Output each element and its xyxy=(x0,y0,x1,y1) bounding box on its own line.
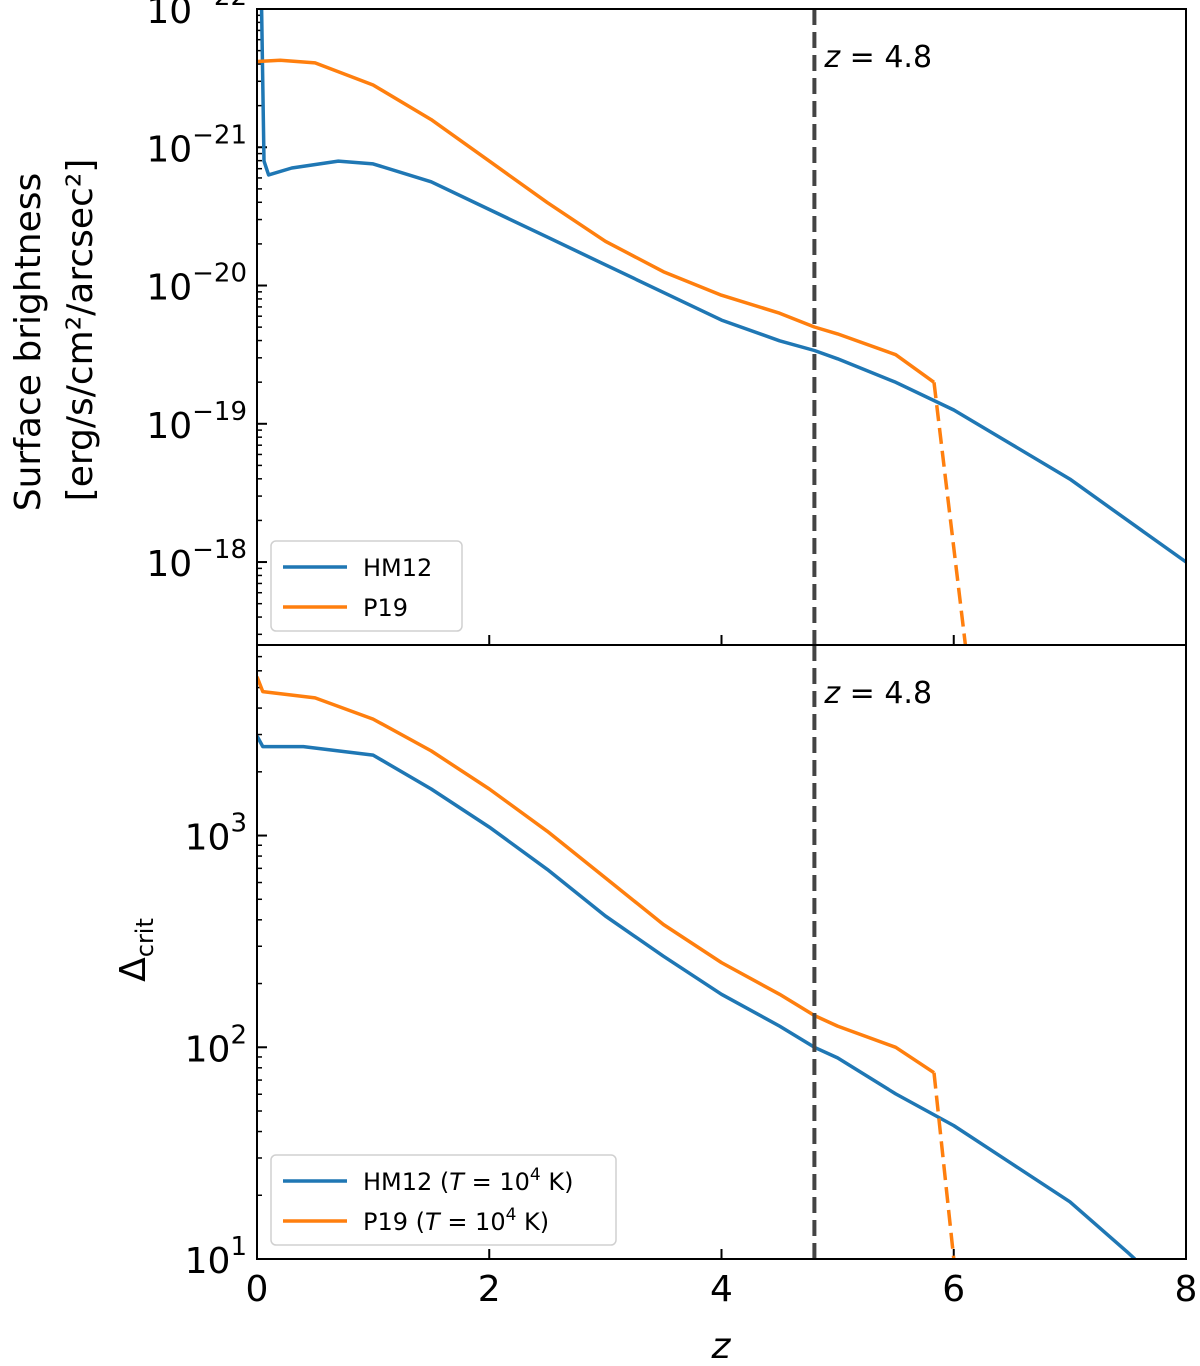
x-axis-label: z xyxy=(711,1326,732,1366)
legend-label: HM12 (T = 104 K) xyxy=(363,1165,573,1196)
y-tick-label: 10−20 xyxy=(146,259,247,309)
top-annotation-text: = 4.8 xyxy=(840,40,932,75)
y-tick-exp: −22 xyxy=(192,0,247,12)
legend-name: P19 xyxy=(363,594,408,622)
x-tick-label: 6 xyxy=(942,1269,965,1310)
top-major-ticks xyxy=(257,8,955,645)
legend-name: HM12 xyxy=(363,1168,432,1196)
y-tick-label: 10−22 xyxy=(146,0,247,32)
y-tick-exp: 3 xyxy=(230,809,247,839)
top-ylabel-line2: [erg/s/cm²/arcsec²] xyxy=(60,159,101,502)
y-tick-base: 10 xyxy=(185,818,231,859)
y-tick-base: 10 xyxy=(146,268,192,309)
top-ylabel-line1: Surface brightness xyxy=(8,173,49,512)
y-tick-base: 10 xyxy=(185,1241,231,1282)
bottom-ylabel-sub: crit xyxy=(131,918,159,957)
x-tick-label: 8 xyxy=(1175,1269,1198,1310)
y-tick-base: 10 xyxy=(146,544,192,585)
top-legend: HM12 P19 xyxy=(270,540,463,632)
y-tick-exp: −20 xyxy=(192,259,247,289)
y-tick-label: 101 xyxy=(185,1232,247,1282)
bottom-ylabel-symbol: Δ xyxy=(113,957,154,982)
legend-name: HM12 xyxy=(363,554,432,582)
legend-box xyxy=(270,1154,617,1246)
series-line-hm12 xyxy=(259,9,1186,564)
x-tick-label: 0 xyxy=(246,1269,269,1310)
y-tick-exp: 1 xyxy=(230,1232,247,1262)
top-series xyxy=(257,9,1186,645)
y-tick-exp: −19 xyxy=(192,397,247,427)
y-tick-base: 10 xyxy=(146,0,192,32)
bottom-series xyxy=(257,676,1137,1259)
legend-suffix-mid: = 10 xyxy=(440,1208,506,1236)
bottom-annotation-var: z xyxy=(823,676,841,711)
y-tick-exp: −18 xyxy=(192,535,247,565)
series-dashed-p19 xyxy=(932,1072,956,1259)
series-line-p19 xyxy=(257,58,936,384)
legend-suffix-temp: T xyxy=(425,1208,442,1236)
y-tick-label: 103 xyxy=(185,809,247,859)
y-tick-label: 10−19 xyxy=(146,397,247,447)
bottom-frame xyxy=(256,644,1187,1260)
bottom-annotation-text: = 4.8 xyxy=(840,676,932,711)
y-tick-label: 102 xyxy=(185,1020,247,1070)
series-line-p19 xyxy=(257,676,935,1075)
top-annotation-var: z xyxy=(823,40,841,75)
x-tick-label: 4 xyxy=(710,1269,733,1310)
legend-name: P19 xyxy=(363,1208,408,1236)
y-tick-base: 10 xyxy=(185,1029,231,1070)
series-line-hm12 xyxy=(257,735,1137,1259)
x-tick-label: 2 xyxy=(478,1269,501,1310)
legend-suffix-post: K) xyxy=(516,1208,549,1236)
legend-suffix-pre: ( xyxy=(432,1168,449,1196)
y-tick-label: 10−21 xyxy=(146,120,247,170)
bottom-legend: HM12 (T = 104 K)P19 (T = 104 K) xyxy=(270,1154,617,1246)
y-tick-exp: 2 xyxy=(230,1020,247,1050)
legend-suffix-pre: ( xyxy=(408,1208,425,1236)
x-tick-labels: 0 2 4 6 8 xyxy=(246,1269,1198,1310)
bottom-ylabel: Δcrit xyxy=(113,918,159,982)
y-tick-base: 10 xyxy=(146,129,192,170)
legend-label: P19 (T = 104 K) xyxy=(363,1205,549,1236)
top-annotation: z = 4.8 xyxy=(823,40,932,75)
legend-suffix-temp: T xyxy=(449,1168,466,1196)
legend-label: P19 xyxy=(363,594,408,622)
legend-label: HM12 xyxy=(363,554,432,582)
series-dashed-p19 xyxy=(932,382,968,645)
y-tick-exp: −21 xyxy=(192,120,247,150)
legend-suffix-post: K) xyxy=(541,1168,574,1196)
legend-suffix-sup: 4 xyxy=(506,1205,517,1225)
legend-suffix-sup: 4 xyxy=(530,1165,541,1185)
y-tick-base: 10 xyxy=(146,406,192,447)
bottom-annotation: z = 4.8 xyxy=(823,676,932,711)
legend-suffix-mid: = 10 xyxy=(464,1168,530,1196)
y-tick-label: 10−18 xyxy=(146,535,247,585)
